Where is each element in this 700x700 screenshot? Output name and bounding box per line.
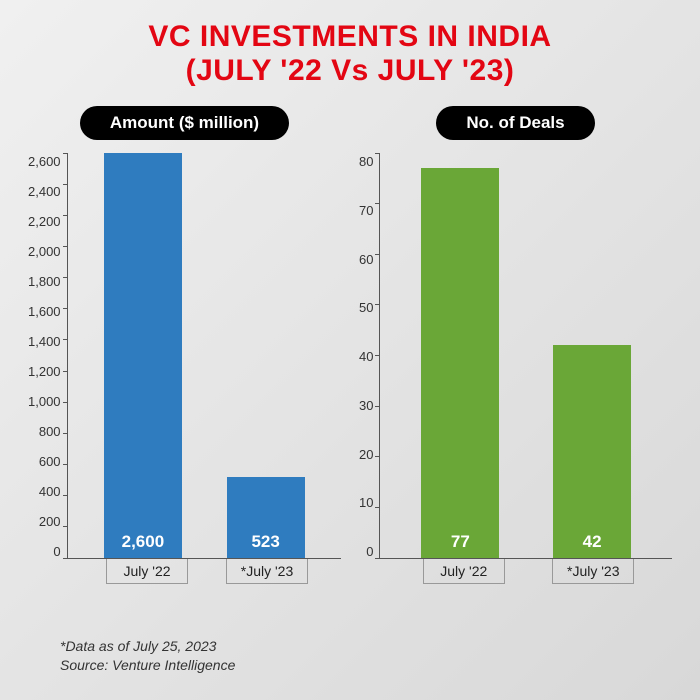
y-tick-label: 1,000	[28, 394, 61, 409]
y-tick-label: 200	[39, 514, 61, 529]
y-tick-label: 0	[53, 544, 60, 559]
y-tick-label: 40	[359, 349, 373, 364]
y-tick-label: 50	[359, 300, 373, 315]
bar: 523	[227, 477, 305, 558]
plot: 80 70 60 50 40 30 20 10 0 77 42	[359, 154, 672, 559]
bar-value-label: 42	[553, 532, 631, 558]
y-tick-label: 1,800	[28, 274, 61, 289]
y-axis: 2,600 2,400 2,200 2,000 1,800 1,600 1,400 1,200…	[28, 154, 67, 559]
bar-value-label: 2,600	[104, 532, 182, 558]
footer-source: Source: Venture Intelligence	[60, 656, 235, 676]
y-spacer	[28, 559, 73, 584]
x-axis: July '22 *July '23	[73, 559, 341, 584]
bars-container: 77 42	[380, 154, 672, 558]
plot-area: 2,600 523	[67, 154, 341, 559]
plot-area: 77 42	[379, 154, 672, 559]
charts-row: Amount ($ million) 2,600 2,400 2,200 2,000 1,…	[28, 106, 672, 584]
y-spacer	[359, 559, 385, 584]
bars-container: 2,600 523	[68, 154, 341, 558]
y-tick-label: 600	[39, 454, 61, 469]
y-tick-label: 60	[359, 252, 373, 267]
y-tick-label: 10	[359, 495, 373, 510]
y-axis: 80 70 60 50 40 30 20 10 0	[359, 154, 379, 559]
footer: *Data as of July 25, 2023 Source: Ventur…	[60, 637, 235, 676]
title-block: VC INVESTMENTS IN INDIA (JULY '22 Vs JUL…	[28, 20, 672, 88]
y-tick-label: 70	[359, 203, 373, 218]
y-tick-label: 2,400	[28, 184, 61, 199]
x-tick-label: July '22	[423, 559, 505, 584]
bar: 77	[421, 168, 499, 558]
y-tick-label: 0	[366, 544, 373, 559]
bar: 2,600	[104, 153, 182, 558]
y-tick-label: 80	[359, 154, 373, 169]
title-line-2: (JULY '22 Vs JULY '23)	[28, 54, 672, 88]
chart-1: No. of Deals807060504030201007742July '2…	[359, 106, 672, 584]
x-tick-label: *July '23	[226, 559, 308, 584]
y-tick-label: 2,600	[28, 154, 61, 169]
bar-value-label: 77	[421, 532, 499, 558]
chart-pill: Amount ($ million)	[80, 106, 289, 140]
y-tick-label: 1,400	[28, 334, 61, 349]
chart-0: Amount ($ million) 2,600 2,400 2,200 2,000 1,…	[28, 106, 341, 584]
y-tick-label: 1,200	[28, 364, 61, 379]
x-axis: July '22 *July '23	[385, 559, 672, 584]
plot: 2,600 2,400 2,200 2,000 1,800 1,600 1,400 1,200…	[28, 154, 341, 559]
y-tick-label: 800	[39, 424, 61, 439]
y-tick-label: 1,600	[28, 304, 61, 319]
x-tick-label: *July '23	[552, 559, 634, 584]
y-tick-label: 400	[39, 484, 61, 499]
title-line-1: VC INVESTMENTS IN INDIA	[28, 20, 672, 54]
x-tick-label: July '22	[106, 559, 188, 584]
footer-note: *Data as of July 25, 2023	[60, 637, 235, 657]
y-tick-label: 2,200	[28, 214, 61, 229]
y-tick-label: 2,000	[28, 244, 61, 259]
bar-value-label: 523	[227, 532, 305, 558]
y-tick-label: 30	[359, 398, 373, 413]
bar: 42	[553, 345, 631, 558]
chart-pill: No. of Deals	[436, 106, 594, 140]
y-tick-label: 20	[359, 447, 373, 462]
